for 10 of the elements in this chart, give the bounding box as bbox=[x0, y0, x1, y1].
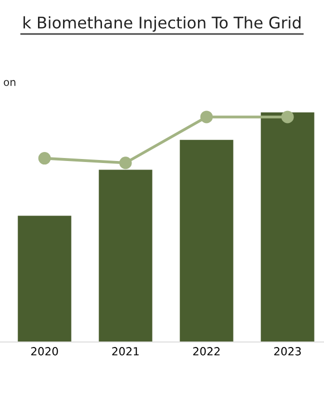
x-tick-label: 2022 bbox=[193, 347, 220, 356]
bar bbox=[260, 112, 314, 342]
x-tick-label: 2023 bbox=[274, 347, 301, 356]
x-tick-label: 2020 bbox=[31, 347, 58, 356]
x-tick-label: 2021 bbox=[112, 347, 139, 356]
bar bbox=[180, 140, 234, 342]
bar bbox=[18, 216, 72, 342]
bar bbox=[98, 170, 152, 342]
chart-title: k Biomethane Injection To The Grid bbox=[24, 16, 300, 32]
y-axis-title: on bbox=[4, 80, 16, 86]
